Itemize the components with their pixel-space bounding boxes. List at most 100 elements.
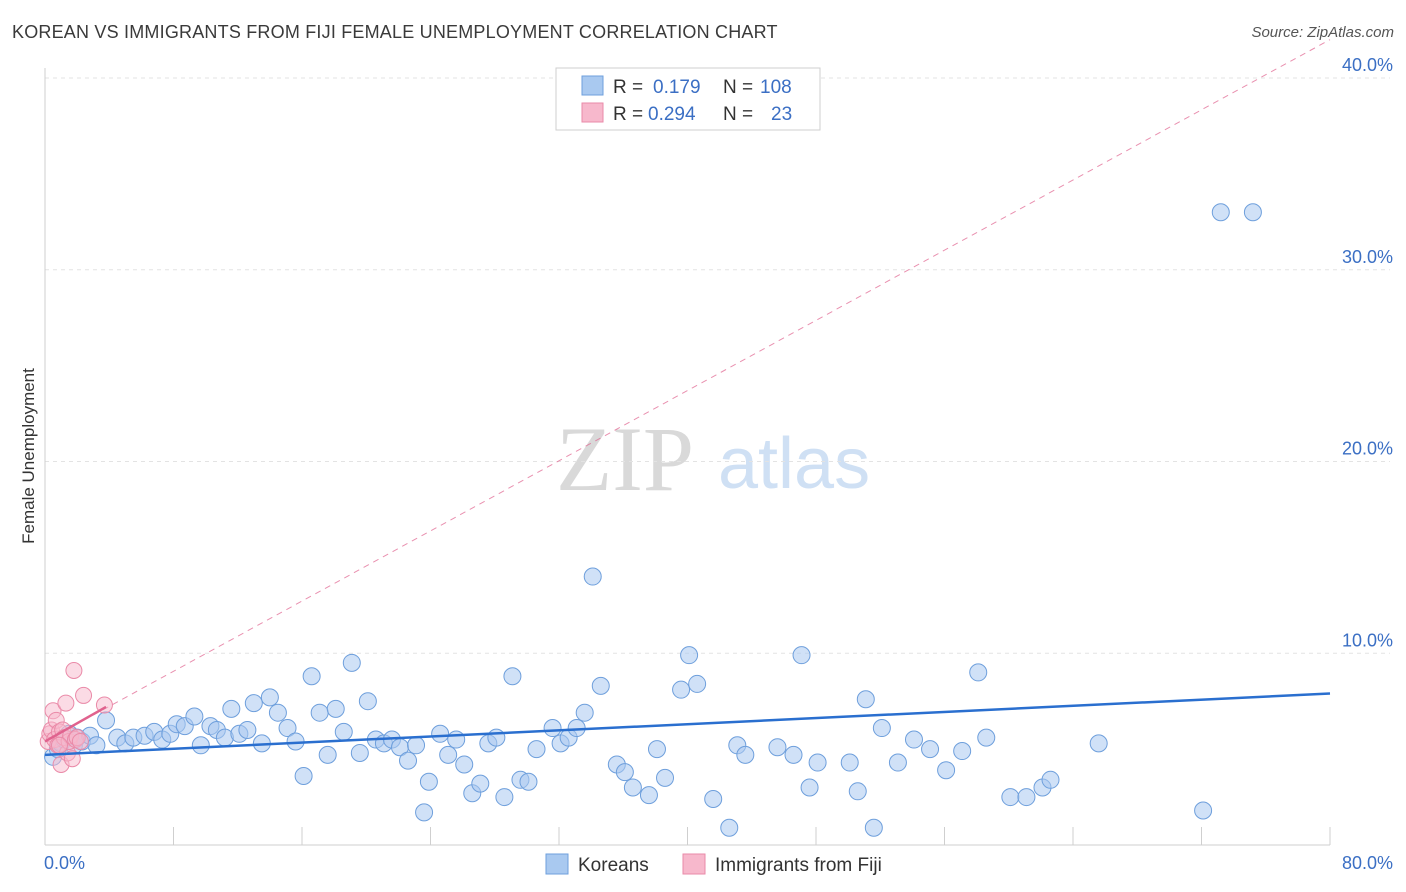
- legend: Koreans Immigrants from Fiji: [545, 853, 882, 876]
- watermark-zip: ZIP: [556, 408, 694, 510]
- korean-point: [244, 694, 263, 713]
- korean-point: [407, 736, 426, 755]
- stats-fiji-n-label: N =: [723, 104, 753, 125]
- korean-point: [415, 803, 434, 822]
- korean-point: [848, 782, 867, 801]
- korean-point: [768, 738, 787, 757]
- korean-point: [921, 740, 940, 759]
- korean-point: [1017, 788, 1036, 807]
- korean-point: [358, 692, 377, 711]
- korean-point: [736, 745, 755, 764]
- korean-point: [904, 730, 923, 749]
- korean-point: [294, 766, 313, 785]
- korean-point: [623, 778, 642, 797]
- fiji-trend-line: [44, 705, 107, 743]
- stats-fiji-r-value: 0.294: [648, 104, 696, 125]
- legend-fiji-label: Immigrants from Fiji: [715, 855, 882, 876]
- y-tick-label: 40.0%: [1342, 55, 1393, 75]
- korean-point: [977, 728, 996, 747]
- stats-fiji-swatch: [581, 102, 604, 123]
- chart-title: KOREAN VS IMMIGRANTS FROM FIJI FEMALE UN…: [12, 22, 778, 42]
- korean-point: [268, 703, 287, 722]
- korean-point: [937, 761, 956, 780]
- chart-source: Source: ZipAtlas.com: [1251, 24, 1394, 41]
- korean-point: [872, 719, 891, 738]
- korean-point: [615, 763, 634, 782]
- korean-point: [800, 778, 819, 797]
- stats-koreans-n-label: N =: [723, 77, 753, 98]
- korean-point: [334, 722, 353, 741]
- korean-point: [639, 786, 658, 805]
- korean-point: [222, 699, 241, 718]
- korean-point: [97, 711, 116, 730]
- korean-point: [1089, 734, 1108, 753]
- korean-point: [583, 567, 602, 586]
- trend-layer: [44, 39, 1331, 742]
- korean-point: [840, 753, 859, 772]
- stats-fiji-n-value: 23: [771, 104, 792, 125]
- korean-point: [656, 768, 675, 787]
- korean-point: [888, 753, 907, 772]
- korean-point: [953, 742, 972, 761]
- korean-point: [527, 740, 546, 759]
- korean-point: [447, 730, 466, 749]
- korean-point: [672, 680, 691, 699]
- korean-point: [503, 667, 522, 686]
- stats-box: R = 0.179 N = 108 R = 0.294 N = 23: [555, 67, 821, 131]
- korean-point: [326, 699, 345, 718]
- y-tick-label: 20.0%: [1342, 439, 1393, 459]
- korean-point: [471, 774, 490, 793]
- korean-point: [864, 818, 883, 837]
- korean-point: [260, 688, 279, 707]
- grid-layer: [45, 77, 1390, 654]
- korean-point: [647, 740, 666, 759]
- korean-point: [1041, 770, 1060, 789]
- korean-point: [342, 653, 361, 672]
- korean-point: [969, 663, 988, 682]
- korean-point: [1001, 788, 1020, 807]
- korean-point: [519, 772, 538, 791]
- fiji-point: [57, 694, 75, 712]
- korean-point: [439, 745, 458, 764]
- watermark-atlas: atlas: [718, 424, 870, 504]
- stats-fiji-r-label: R =: [613, 104, 643, 125]
- stats-koreans-r-value: 0.179: [653, 77, 701, 98]
- fiji-point: [75, 686, 93, 704]
- korean-point: [302, 667, 321, 686]
- korean-point: [543, 719, 562, 738]
- axis-layer: 10.0% 20.0% 30.0% 40.0% 0.0% 80.0%: [44, 55, 1393, 873]
- legend-fiji-swatch: [682, 853, 706, 875]
- y-axis-title: Female Unemployment: [19, 368, 38, 544]
- fiji-point: [71, 732, 89, 750]
- korean-point: [1194, 801, 1213, 820]
- legend-koreans-swatch: [545, 853, 569, 875]
- fiji-point: [65, 662, 83, 680]
- korean-point: [720, 818, 739, 837]
- legend-koreans-label: Koreans: [578, 855, 649, 876]
- fiji-trend-extended-line: [44, 39, 1331, 742]
- korean-point: [495, 788, 514, 807]
- korean-point: [1243, 203, 1262, 222]
- stats-koreans-n-value: 108: [760, 77, 792, 98]
- y-tick-label: 10.0%: [1342, 630, 1393, 650]
- korean-point: [856, 690, 875, 709]
- korean-point: [575, 703, 594, 722]
- korean-point: [808, 753, 827, 772]
- korean-point: [1211, 203, 1230, 222]
- korean-point: [399, 751, 418, 770]
- korean-point: [680, 646, 699, 665]
- korean-point: [419, 772, 438, 791]
- korean-trend-line: [44, 692, 1331, 757]
- stats-koreans-r-label: R =: [613, 77, 643, 98]
- x-tick-label-max: 80.0%: [1342, 853, 1393, 873]
- korean-point: [792, 646, 811, 665]
- korean-point: [688, 674, 707, 693]
- korean-point: [487, 728, 506, 747]
- stats-koreans-swatch: [581, 75, 604, 96]
- korean-point: [238, 720, 257, 739]
- korean-point: [310, 703, 329, 722]
- korean-point: [191, 736, 210, 755]
- fiji-point: [50, 736, 68, 754]
- x-tick-label-min: 0.0%: [44, 853, 85, 873]
